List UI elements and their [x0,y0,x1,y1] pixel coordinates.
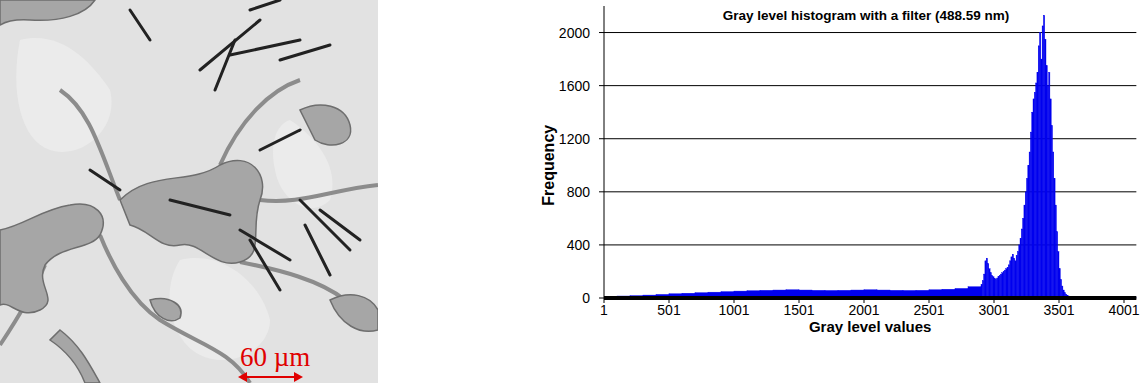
eutectic-phase [300,105,351,145]
y-tick [599,138,604,139]
needle-phase [130,10,150,40]
eutectic-phase [0,204,103,313]
y-tick-label: 400 [567,237,591,253]
scale-bar-arrowhead [294,372,303,382]
y-axis-title: Frequency [540,125,557,206]
micrograph [0,0,378,383]
histogram-chart: 0400800120016002000150110011501200125013… [540,6,1140,335]
grid-line [604,32,1136,33]
scale-bar: 60 µm [238,342,310,382]
needle-phase [240,230,290,260]
needle-phase [230,40,300,55]
eutectic-phase [0,0,95,25]
needle-phase [305,225,330,275]
grain-boundary [260,185,378,201]
x-axis-title: Gray level values [809,318,932,335]
scale-bar-line [241,376,300,378]
needle-phase [300,200,350,250]
eutectic-phase [120,160,263,263]
needle-phase [90,170,120,190]
y-tick [599,191,604,192]
page: 60 µm04008001200160020001501100115012001… [0,0,1141,383]
x-tick-label: 501 [657,302,681,318]
figure: 60 µm04008001200160020001501100115012001… [0,0,1141,383]
chart-title: Gray level histogram with a filter (488.… [723,8,1010,23]
needle-phase [170,200,230,215]
needle-phase [320,210,360,240]
grid-line [604,138,1136,139]
x-tick-label: 2001 [848,302,879,318]
grain-boundary [60,90,120,200]
x-tick-label: 2501 [913,302,944,318]
grid-line [604,85,1136,86]
x-tick-label: 4001 [1108,302,1139,318]
grid-line [604,191,1136,192]
grain-boundary [220,80,300,165]
x-tick-label: 1001 [718,302,749,318]
eutectic-phase [50,330,100,383]
eutectic-phase [150,299,181,321]
y-tick-label: 1600 [559,78,590,94]
eutectic-phase [330,295,378,331]
scale-bar-label: 60 µm [240,342,310,372]
y-tick-label: 0 [582,290,590,306]
x-tick-label: 1501 [783,302,814,318]
y-tick [599,298,604,299]
x-axis-line [604,296,1136,300]
needle-phase [280,45,330,60]
x-tick-label: 3501 [1043,302,1074,318]
bars [604,15,1136,298]
needle-phase [250,240,280,290]
y-tick [599,244,604,245]
needle-phase [250,0,280,10]
needle-phase [215,40,235,90]
x-tick-label: 1 [600,302,608,318]
grain-boundary [240,262,345,300]
y-tick-label: 1200 [559,131,590,147]
scale-bar-arrowhead [238,372,247,382]
y-tick [599,32,604,33]
matrix [0,0,378,383]
grid-line [604,298,1136,299]
y-tick [599,85,604,86]
needle-phase [260,130,300,150]
needle-phase [200,20,260,70]
y-axis-line [604,6,605,298]
x-tick-label: 3001 [978,302,1009,318]
y-tick-label: 2000 [559,25,590,41]
y-tick-label: 800 [567,184,591,200]
